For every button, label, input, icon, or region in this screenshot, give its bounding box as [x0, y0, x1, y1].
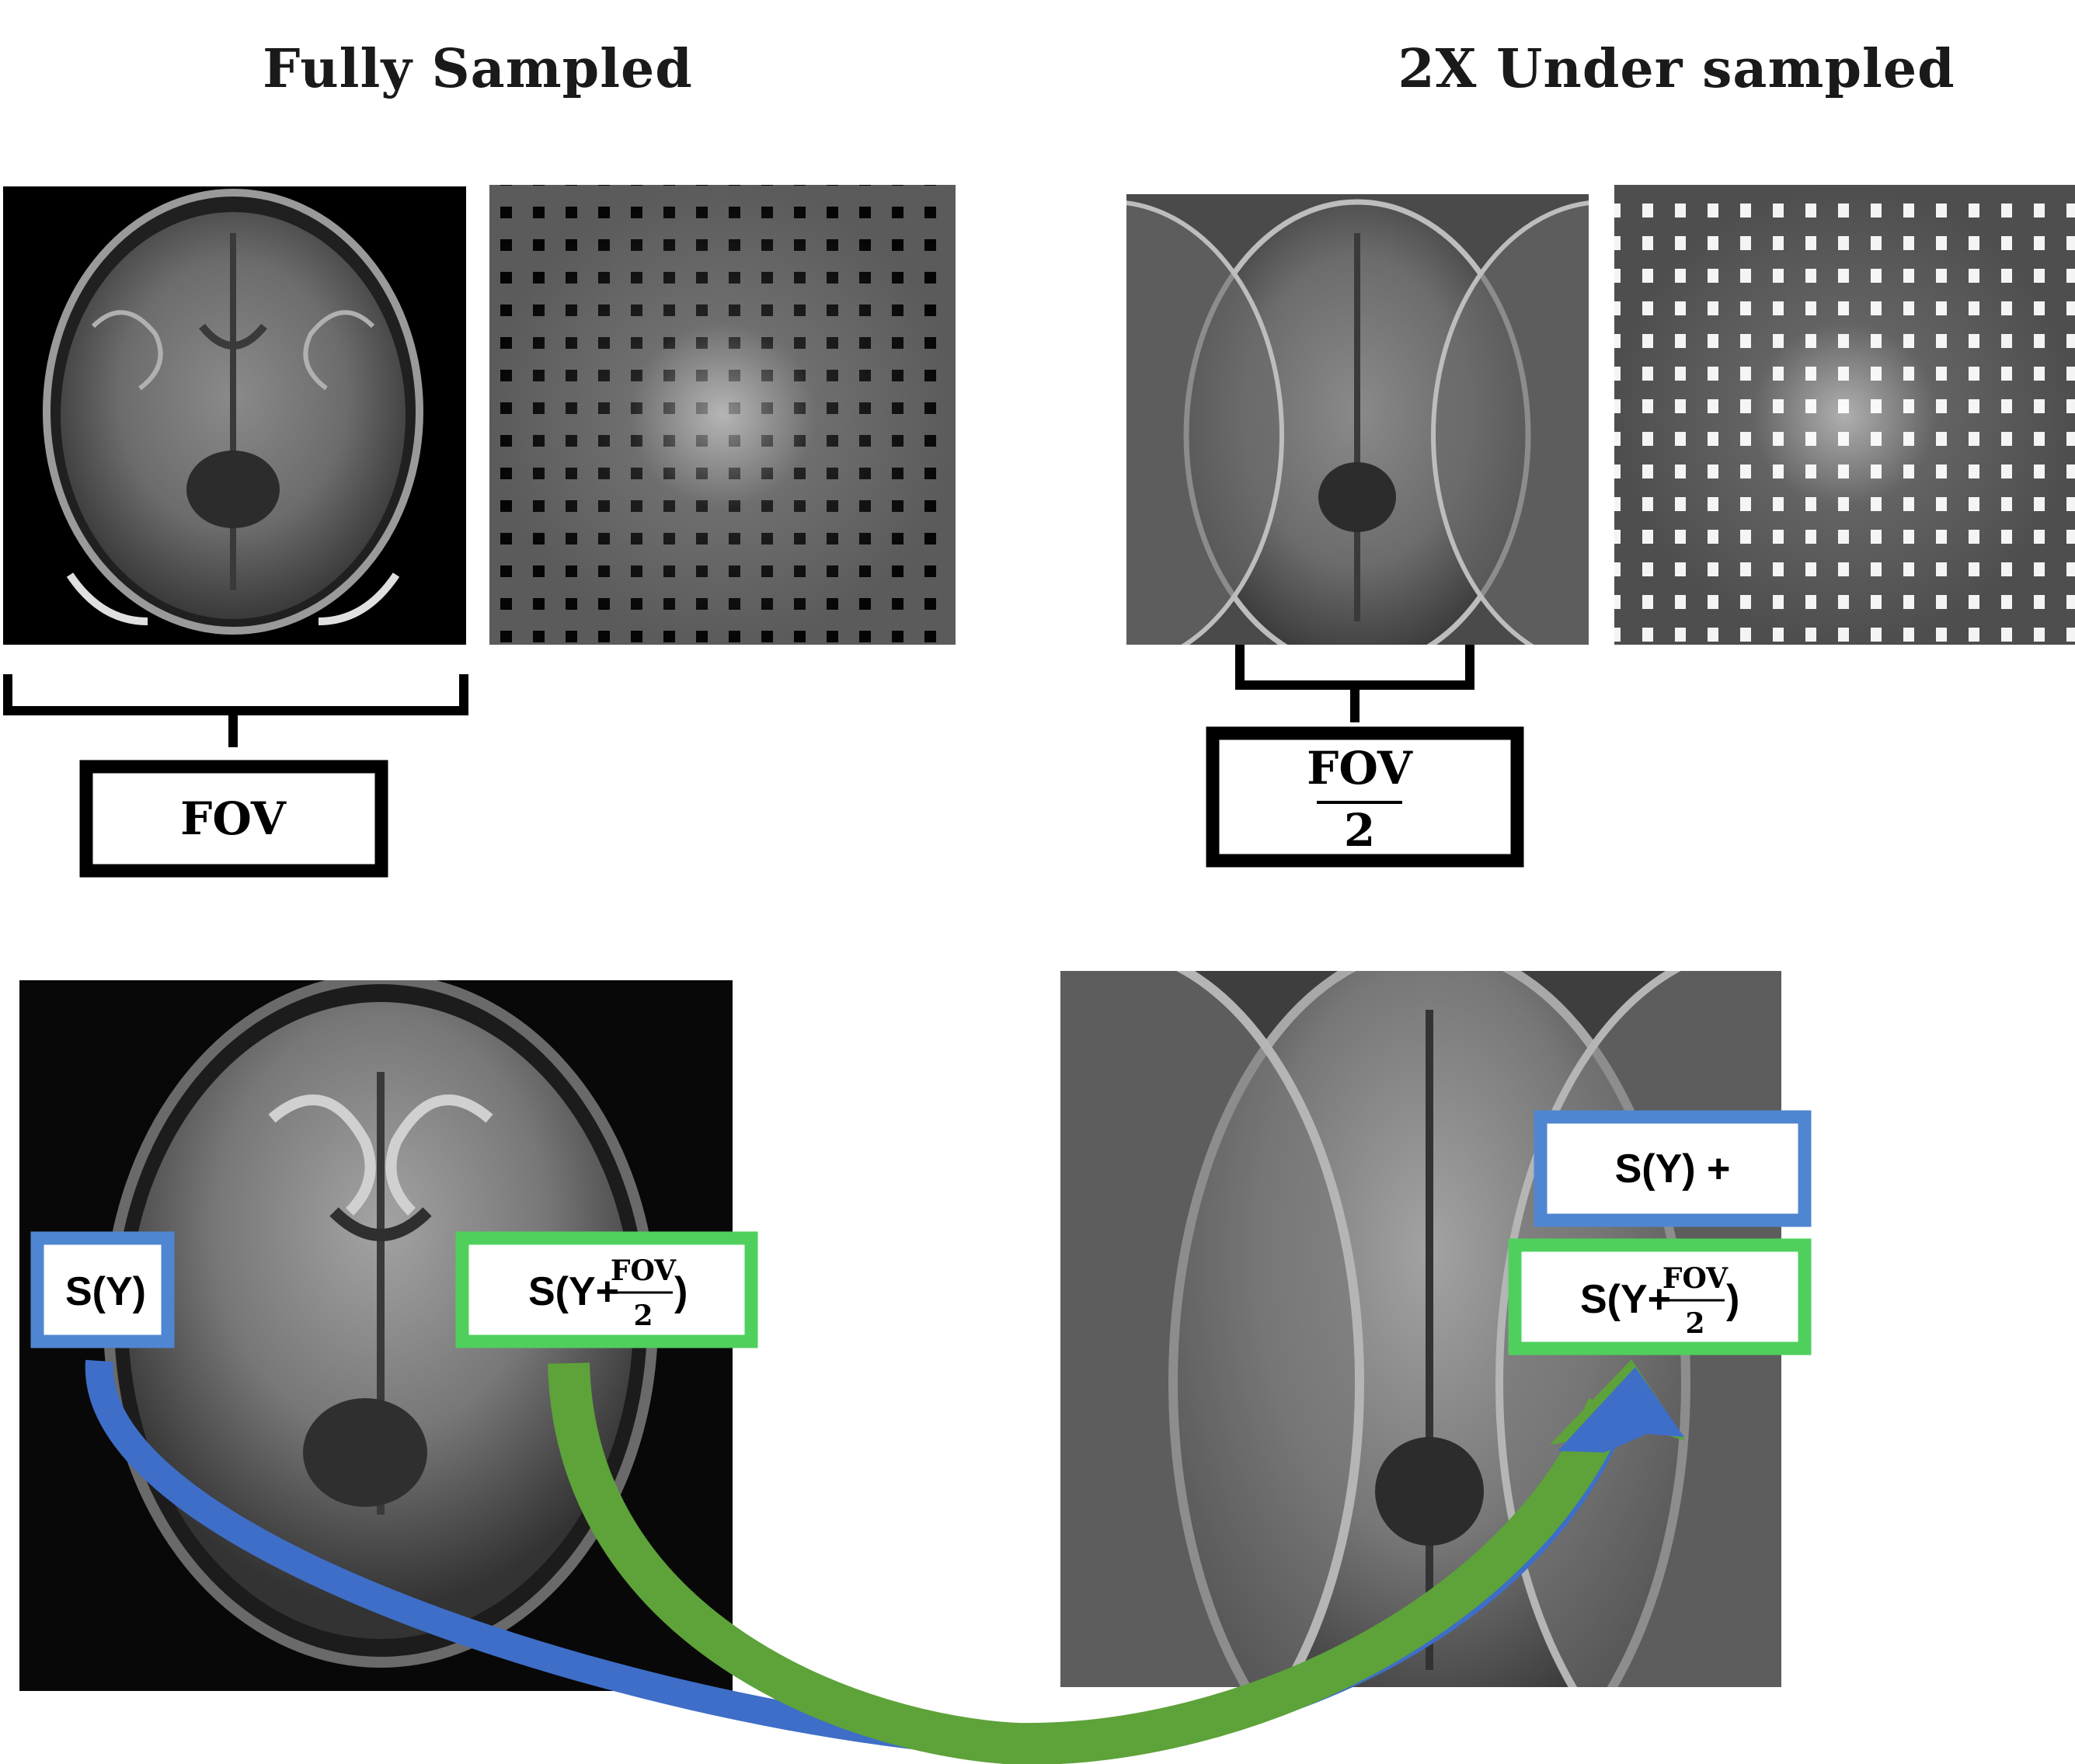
label-sum-suffix: ): [1726, 1277, 1739, 1322]
label-s-y: S(Y): [30, 1231, 175, 1348]
fov-box: [79, 760, 388, 878]
blue-arrowhead: [1558, 1367, 1684, 1453]
fov-label: FOV: [180, 792, 287, 845]
brain-image-under-sampled: [1126, 194, 1589, 645]
label-s-y-shift-suffix: ): [674, 1269, 688, 1314]
title-under-sampled: 2X Under sampled: [1398, 38, 1955, 100]
label-sum-denominator: 2: [1685, 1307, 1704, 1340]
label-s-y-shift-numerator: FOV: [611, 1254, 677, 1287]
label-s-y-plus-text: S(Y) +: [1615, 1146, 1731, 1192]
label-sum-shift: S(Y+ FOV 2 ): [1508, 1238, 1812, 1355]
title-fully-sampled: Fully Sampled: [263, 38, 693, 100]
fov-half-denominator: 2: [1344, 804, 1375, 857]
label-s-y-text: S(Y): [65, 1269, 146, 1314]
green-arrow-path: [548, 1362, 1628, 1764]
label-s-y-shift: S(Y+ FOV 2 ): [455, 1231, 758, 1348]
fov-brace: [3, 674, 468, 747]
label-s-y-plus: S(Y) +: [1534, 1110, 1812, 1227]
brain-image-fully-sampled: [3, 186, 466, 645]
aliasing-arrows: [85, 1359, 1686, 1764]
kspace-fully-sampled: [489, 185, 956, 645]
brain-image-large-fully-sampled: [19, 980, 733, 1691]
fov-half-box: [1206, 726, 1524, 868]
label-s-y-shift-prefix: S(Y+: [528, 1269, 619, 1314]
fov-half-brace: [1235, 645, 1474, 722]
fov-half-numerator: FOV: [1307, 742, 1413, 795]
label-sum-prefix: S(Y+: [1580, 1277, 1671, 1322]
kspace-under-sampled: [1614, 185, 2075, 645]
label-s-y-shift-denominator: 2: [633, 1300, 653, 1332]
label-sum-numerator: FOV: [1662, 1262, 1729, 1295]
